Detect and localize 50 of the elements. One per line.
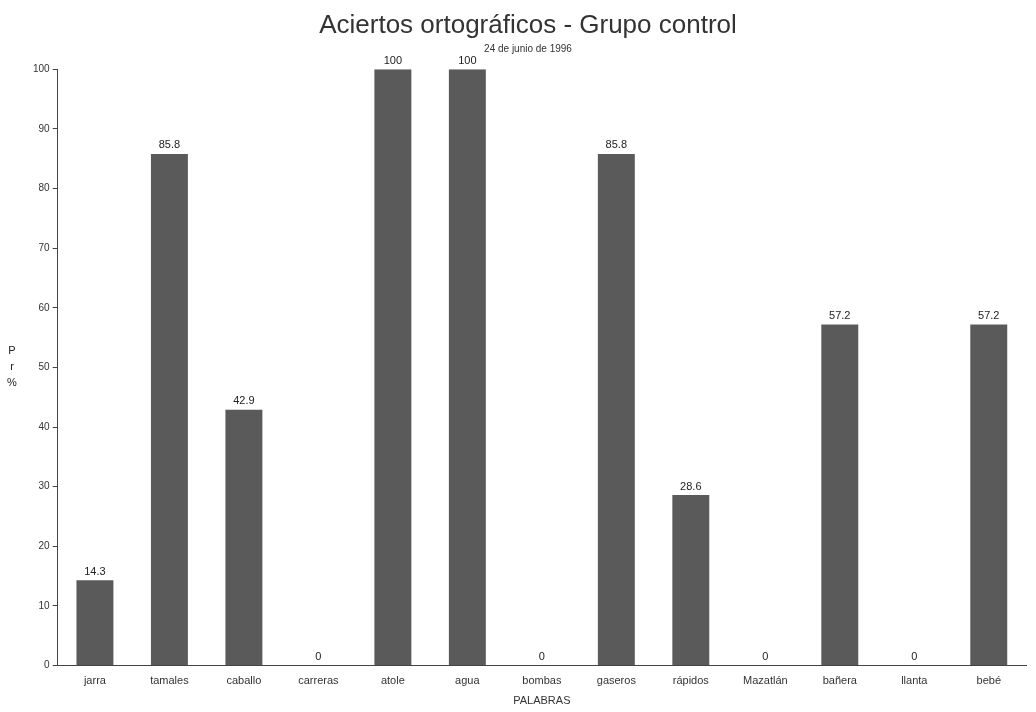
x-tick-label: carreras <box>298 674 340 687</box>
bar <box>597 153 635 666</box>
x-tick-label: bombas <box>522 674 562 687</box>
data-label: 85.8 <box>158 138 181 151</box>
y-tick-label: 40 <box>38 420 51 432</box>
x-tick-label: rápidos <box>672 674 710 687</box>
y-tick-label: 70 <box>38 241 51 253</box>
data-label: 100 <box>458 53 477 66</box>
y-tick-label: 60 <box>38 301 51 313</box>
x-tick-label: bañera <box>822 674 858 687</box>
data-label: 0 <box>538 650 545 663</box>
bar <box>225 409 263 666</box>
chart-subtitle: 24 de junio de 1996 <box>484 42 573 54</box>
x-tick-label: atole <box>380 674 405 687</box>
bar <box>672 495 710 666</box>
data-label: 57.2 <box>978 308 1000 321</box>
x-tick-label: caballo <box>226 674 262 687</box>
y-tick-label: 100 <box>33 62 51 74</box>
bar <box>821 324 859 666</box>
y-tick-label: 10 <box>38 599 51 611</box>
data-label: 0 <box>315 650 322 663</box>
data-label: 28.6 <box>680 479 702 492</box>
bar <box>150 153 188 666</box>
bar <box>970 324 1008 666</box>
data-label: 0 <box>762 650 769 663</box>
y-tick-label: 0 <box>44 659 51 671</box>
x-tick-label: agua <box>455 674 481 687</box>
data-label: 0 <box>911 650 918 663</box>
bar <box>76 580 114 666</box>
data-label: 85.8 <box>605 138 628 151</box>
data-label: 14.3 <box>84 564 106 577</box>
y-tick-label: 30 <box>38 480 51 492</box>
bar <box>374 69 412 666</box>
x-tick-label: jarra <box>82 674 107 687</box>
y-tick-label: 90 <box>38 122 51 134</box>
x-tick-label: llanta <box>901 674 929 687</box>
data-label: 100 <box>383 53 403 66</box>
chart-title: Aciertos ortográficos - Grupo control <box>319 8 737 39</box>
data-label: 57.2 <box>829 308 851 321</box>
data-label: 42.9 <box>233 394 255 407</box>
y-axis-title: P r % <box>7 344 18 389</box>
x-tick-label: tamales <box>150 674 190 687</box>
x-tick-label: gaseros <box>596 674 637 687</box>
y-tick-label: 80 <box>38 182 51 194</box>
y-tick-label: 50 <box>38 361 51 373</box>
x-tick-label: bebé <box>976 674 1001 687</box>
y-tick-label: 20 <box>38 540 51 552</box>
bar <box>448 69 486 666</box>
x-tick-label: Mazatlán <box>742 674 788 687</box>
x-axis-title: PALABRAS <box>513 694 571 707</box>
